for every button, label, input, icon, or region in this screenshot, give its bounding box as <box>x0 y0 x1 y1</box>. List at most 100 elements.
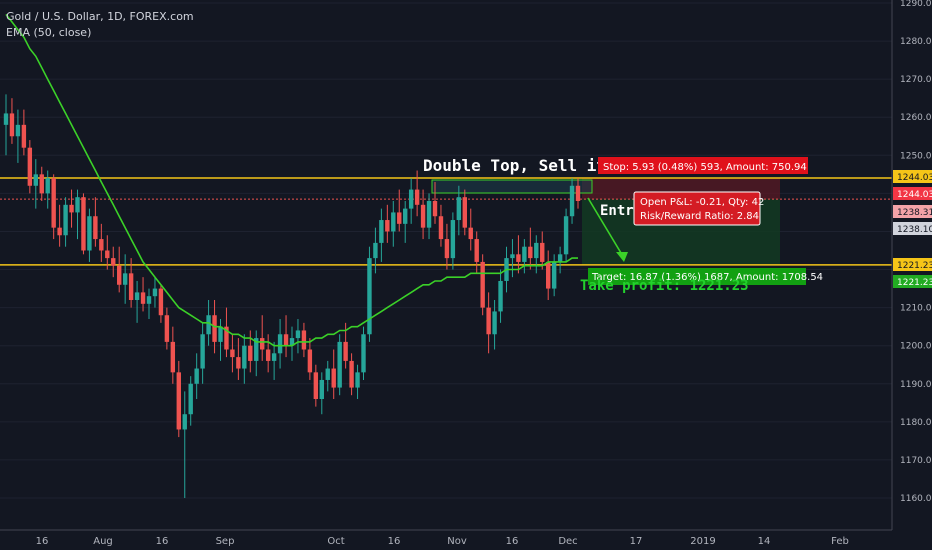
price-tick-label: 1280.00 <box>900 37 932 47</box>
price-badge-level <box>893 170 932 183</box>
price-tick-label: 1200.00 <box>900 342 932 352</box>
time-tick-label: Nov <box>447 536 467 547</box>
candle-body <box>128 273 134 300</box>
time-tick-label: 16 <box>36 536 49 547</box>
candle-body <box>242 345 247 369</box>
candle-body <box>295 330 301 339</box>
candle-body <box>176 372 181 430</box>
candle-body <box>265 349 271 361</box>
target-label-box <box>588 268 806 285</box>
candle-body <box>21 124 27 148</box>
price-badge-target <box>893 275 932 288</box>
price-tick-label: 1160.00 <box>900 494 932 504</box>
candle-body <box>51 178 56 228</box>
candle-body <box>361 334 366 373</box>
candle-body <box>75 197 80 213</box>
candle-body <box>39 174 44 194</box>
indicator-title[interactable]: EMA (50, close) <box>6 26 92 39</box>
candle-body <box>158 288 164 316</box>
candle-body <box>557 254 563 262</box>
candle-body <box>462 197 467 228</box>
candle-body <box>224 326 229 350</box>
time-axis-bg <box>0 530 892 550</box>
candle-body <box>170 341 176 373</box>
price-badge-label: 1244.03 <box>897 173 932 183</box>
candle-body <box>480 261 485 308</box>
candle-body <box>152 288 158 297</box>
candle-body <box>313 372 319 399</box>
candle-body <box>575 185 581 201</box>
stop-label-box <box>598 157 808 174</box>
time-tick-label: 17 <box>630 536 643 547</box>
candle-body <box>486 307 491 335</box>
price-tick-label: 1260.00 <box>900 113 932 123</box>
price-tick-label: 1270.00 <box>900 75 932 85</box>
price-tick-label: 1180.00 <box>900 418 932 428</box>
candle-body <box>105 250 110 259</box>
candle-body <box>93 216 98 240</box>
candle-body <box>111 258 116 266</box>
candle-body <box>307 349 313 373</box>
candle-body <box>414 189 420 205</box>
candle-body <box>87 216 92 251</box>
horizontal-levels <box>0 177 892 266</box>
candle-body <box>540 242 545 262</box>
open-pl-label: Open P&L: -0.21, Qty: 42 <box>640 197 764 208</box>
price-badge-label: 1221.23 <box>897 278 932 288</box>
candle-body <box>498 280 503 312</box>
candle-body <box>230 349 235 358</box>
candle-body <box>188 383 193 415</box>
candle-body <box>277 334 283 354</box>
candle-body <box>45 178 50 194</box>
double-top-box <box>431 179 593 194</box>
price-tick-label: 1170.00 <box>900 456 932 466</box>
price-badge-last <box>893 222 932 235</box>
time-tick-label: 16 <box>156 536 169 547</box>
candle-body <box>140 292 146 304</box>
candle-body <box>450 220 456 259</box>
candle-body <box>164 315 170 342</box>
time-tick-label: 14 <box>758 536 771 547</box>
candle-body <box>57 227 62 236</box>
candle-body <box>385 220 390 232</box>
time-tick-label: 16 <box>388 536 401 547</box>
candle-body <box>3 113 9 125</box>
candle-body <box>81 197 86 251</box>
time-tick-label: Sep <box>216 536 235 547</box>
candle-body <box>206 315 211 335</box>
candle-body <box>248 345 253 361</box>
candle-body <box>271 353 277 361</box>
candle-body <box>343 341 348 361</box>
price-axis[interactable]: 1290.00 1280.00 1270.00 1260.00 1250.00 1210.… <box>891 0 932 530</box>
risk-reward-label: Risk/Reward Ratio: 2.84 <box>640 211 759 222</box>
candle-body <box>122 273 128 285</box>
chart-legend: Gold / U.S. Dollar, 1D, FOREX.com EMA (5… <box>6 9 194 41</box>
candle-body <box>426 201 432 228</box>
candle-body <box>444 239 450 259</box>
candle-body <box>546 261 551 289</box>
sell-arrow <box>587 197 625 259</box>
candle-body <box>468 227 473 240</box>
candle-body <box>528 246 533 259</box>
candle-body <box>236 357 241 369</box>
take-profit-label: Take profit: 1221.23 <box>580 278 749 294</box>
candle-body <box>456 197 462 221</box>
price-tick-label: 1250.00 <box>900 151 932 161</box>
candle-body <box>534 242 539 259</box>
time-tick-label: 2019 <box>690 536 715 547</box>
candle-body <box>99 239 104 251</box>
candle-body <box>331 368 336 388</box>
candle-body <box>349 360 354 388</box>
symbol-title[interactable]: Gold / U.S. Dollar, 1D, FOREX.com <box>6 10 194 23</box>
candle-body <box>146 296 152 304</box>
time-tick-label: Oct <box>327 536 344 547</box>
candle-body <box>563 216 569 255</box>
stop-label: Stop: 5.93 (0.48%) 593, Amount: 750.94 <box>603 162 807 173</box>
candle-body <box>134 292 140 300</box>
time-axis[interactable]: 16 Aug 16 Sep Oct 16 Nov 16 Dec 17 2019 14 Feb <box>0 529 892 550</box>
price-tick-label: 1290.00 <box>900 0 932 9</box>
candle-body <box>391 212 396 232</box>
candle-body <box>397 212 402 224</box>
